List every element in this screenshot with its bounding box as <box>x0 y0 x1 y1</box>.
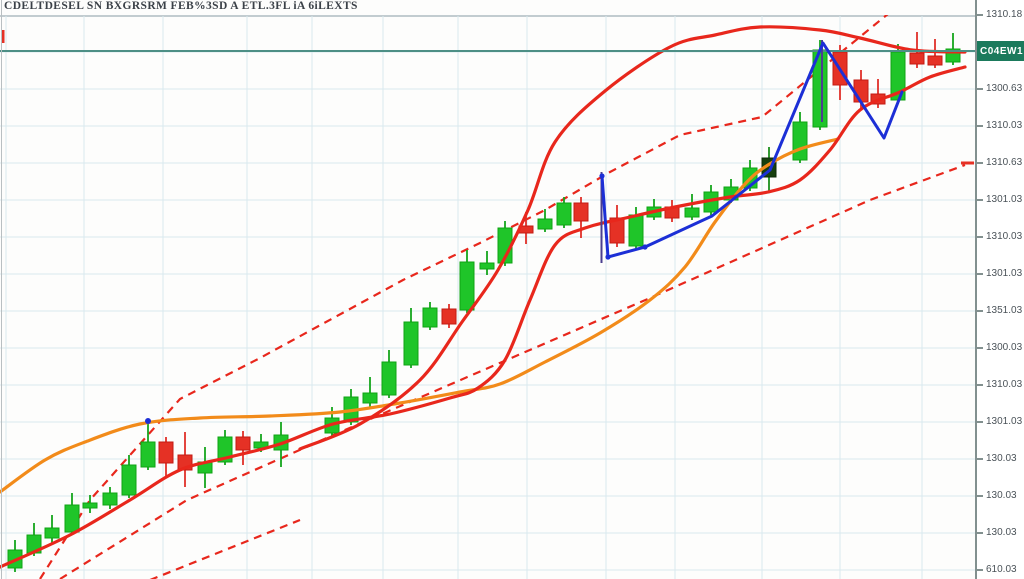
axis-tick <box>977 384 983 386</box>
candle-up <box>403 321 419 366</box>
axis-tick <box>977 532 983 534</box>
dashed-trendline-upper <box>39 0 906 579</box>
price-label: 1310.63 <box>986 157 1023 168</box>
price-label: 1310.03 <box>986 231 1023 242</box>
axis-tick <box>977 569 983 571</box>
zigzag-vertex-dot <box>642 244 648 250</box>
price-label: 1310.18 <box>986 9 1023 20</box>
candle-up <box>422 307 438 328</box>
dashed-trendline-lower <box>59 163 966 579</box>
price-label: 1300.63 <box>986 83 1023 94</box>
axis-tick <box>977 458 983 460</box>
candle-down <box>235 436 251 451</box>
price-label: 1300.03 <box>986 342 1023 353</box>
zigzag-vertex-dot <box>599 173 605 179</box>
orange-slow-ma <box>0 137 840 494</box>
chart-title: CDELTDESEL SN BXGRSRM FEB%3SD A ETL.3FL … <box>4 0 358 12</box>
candle-up <box>140 441 156 468</box>
candle-down <box>609 217 625 244</box>
price-label: 1301.03 <box>986 194 1023 205</box>
axis-tick <box>977 310 983 312</box>
candle-up <box>684 207 700 218</box>
red-upper-band <box>298 25 967 451</box>
candle-up <box>64 504 80 533</box>
candle-down <box>909 52 925 65</box>
price-label: 130.03 <box>986 453 1017 464</box>
axis-tick <box>977 421 983 423</box>
candle-up <box>556 202 572 226</box>
candle-up <box>792 121 808 161</box>
price-label: 1310.03 <box>986 379 1023 390</box>
price-label: 1301.03 <box>986 416 1023 427</box>
price-label: 1351.03 <box>986 305 1023 316</box>
axis-tick <box>977 125 983 127</box>
candle-up <box>102 492 118 506</box>
blue-zigzag <box>600 41 904 259</box>
red-fast-ma <box>0 65 967 569</box>
candle-up <box>121 464 137 496</box>
left-border <box>1 0 2 579</box>
candle-down <box>927 55 943 66</box>
axis-tick <box>977 162 983 164</box>
candle-down <box>158 441 174 464</box>
axis-tick <box>977 347 983 349</box>
current-price-badge: C04EW1 <box>977 41 1024 61</box>
candle-up <box>362 392 378 404</box>
blue-dot-marker <box>145 418 151 424</box>
zigzag-vertex-dot <box>605 254 611 260</box>
candle-up <box>459 261 475 311</box>
price-axis[interactable]: 1310.18 1300.63 1310.03 1310.63 1301.03 1310.… <box>975 0 1024 579</box>
axis-tick <box>977 273 983 275</box>
candle-up <box>381 361 397 396</box>
price-label: 1301.03 <box>986 268 1023 279</box>
price-label: 130.03 <box>986 527 1017 538</box>
plot-background <box>0 0 975 579</box>
candle-down <box>853 79 869 103</box>
axis-tick <box>977 236 983 238</box>
price-label: 130.03 <box>986 490 1017 501</box>
candle-up <box>82 502 98 509</box>
candle-down <box>573 202 589 222</box>
candle-up <box>44 527 60 539</box>
candle-down <box>441 308 457 325</box>
candle-up <box>537 218 553 230</box>
axis-tick <box>977 199 983 201</box>
candle-up <box>628 214 644 247</box>
chart-title-bar: CDELTDESEL SN BXGRSRM FEB%3SD A ETL.3FL … <box>0 0 975 15</box>
price-label: 1310.03 <box>986 120 1023 131</box>
candle-up <box>479 262 495 270</box>
axis-tick <box>977 14 983 16</box>
axis-tick <box>977 88 983 90</box>
price-label: 610.03 <box>986 564 1017 575</box>
price-chart-svg[interactable] <box>0 0 975 579</box>
axis-tick <box>977 495 983 497</box>
